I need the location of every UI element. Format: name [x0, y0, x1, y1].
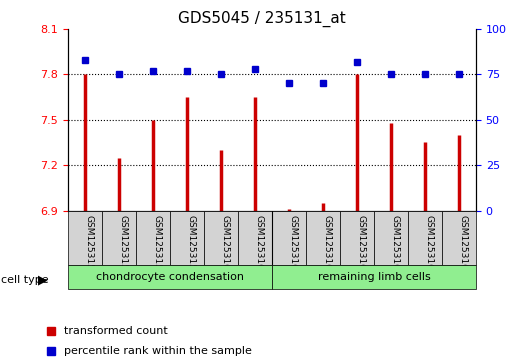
Bar [272, 211, 306, 265]
Text: chondrocyte condensation: chondrocyte condensation [96, 272, 244, 282]
Text: percentile rank within the sample: percentile rank within the sample [64, 346, 252, 356]
Bar [136, 211, 170, 265]
Text: GSM1253158: GSM1253158 [153, 215, 162, 276]
Bar [374, 211, 408, 265]
Text: GSM1253163: GSM1253163 [323, 215, 332, 276]
Text: transformed count: transformed count [64, 326, 168, 336]
Text: GSM1253160: GSM1253160 [221, 215, 230, 276]
Bar [272, 265, 476, 289]
Bar [68, 211, 102, 265]
Bar [408, 211, 442, 265]
Bar [102, 211, 136, 265]
Bar [68, 265, 272, 289]
Bar [442, 211, 476, 265]
Text: GSM1253161: GSM1253161 [255, 215, 264, 276]
Text: GSM1253156: GSM1253156 [85, 215, 94, 276]
Text: ▶: ▶ [38, 274, 48, 287]
Text: cell type: cell type [1, 275, 49, 285]
Bar [204, 211, 238, 265]
Bar [340, 211, 374, 265]
Text: GSM1253159: GSM1253159 [187, 215, 196, 276]
Bar [170, 211, 204, 265]
Text: GSM1253164: GSM1253164 [357, 215, 366, 276]
Text: GSM1253166: GSM1253166 [425, 215, 434, 276]
Text: GSM1253157: GSM1253157 [119, 215, 128, 276]
Bar [306, 211, 340, 265]
Bar [238, 211, 272, 265]
Text: remaining limb cells: remaining limb cells [317, 272, 430, 282]
Text: GSM1253162: GSM1253162 [289, 215, 298, 276]
Text: GSM1253165: GSM1253165 [391, 215, 400, 276]
Text: GDS5045 / 235131_at: GDS5045 / 235131_at [178, 11, 345, 27]
Text: GSM1253167: GSM1253167 [459, 215, 468, 276]
